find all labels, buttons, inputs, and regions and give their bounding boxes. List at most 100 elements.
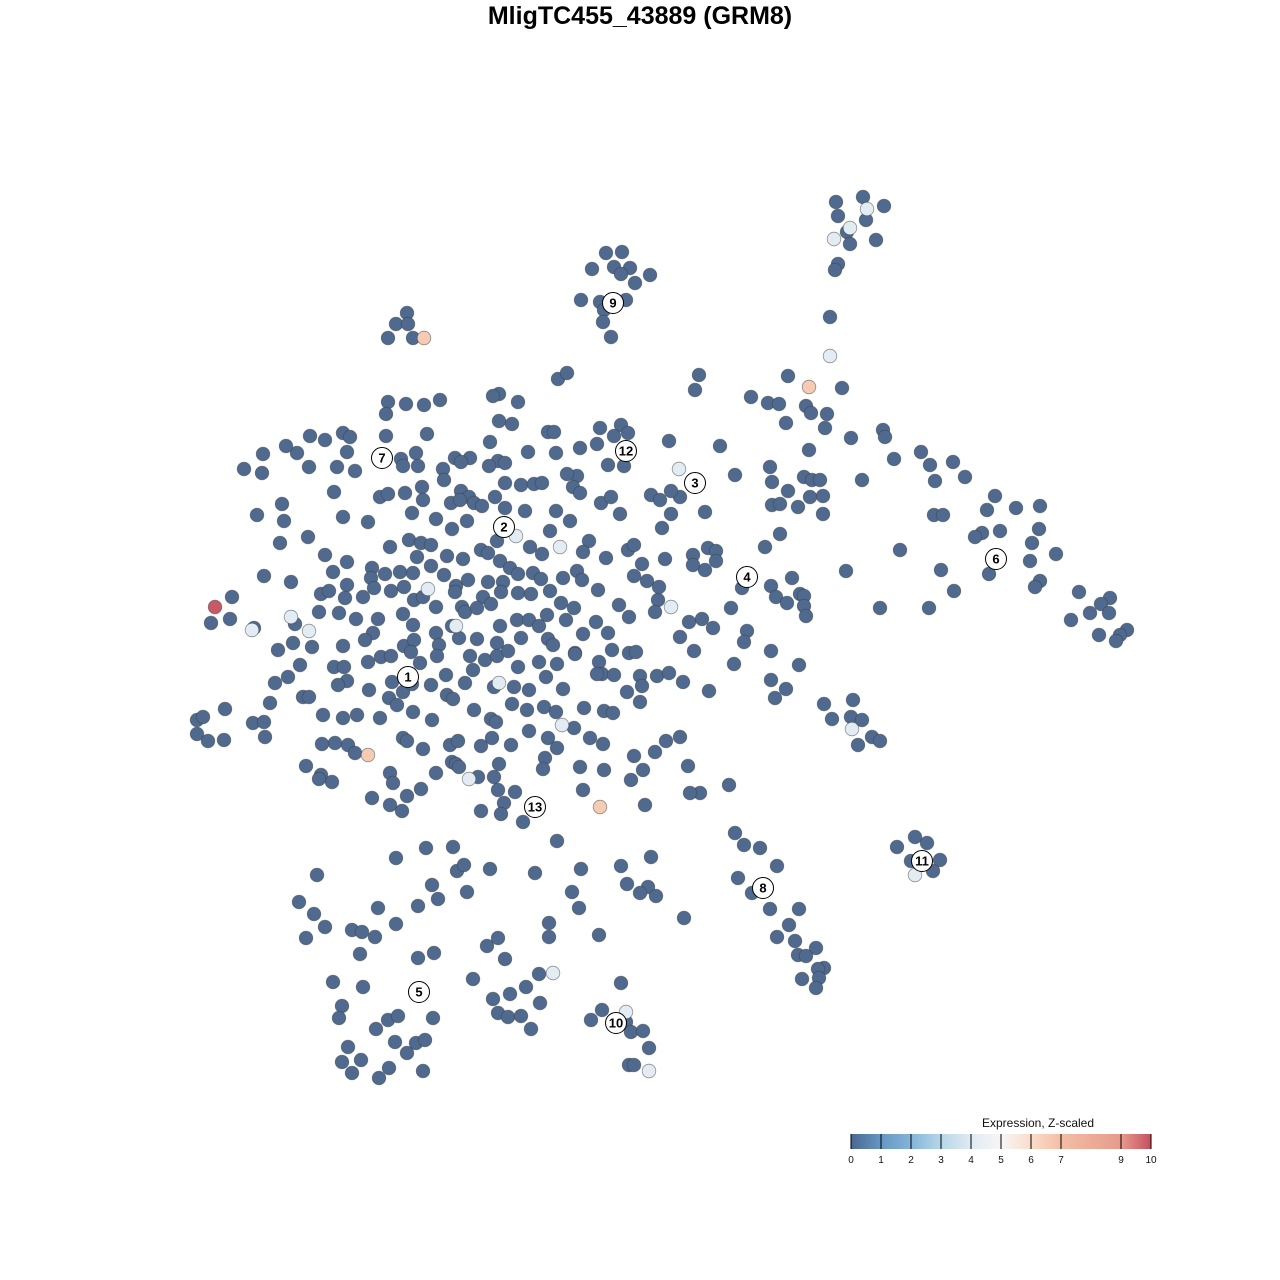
data-point	[455, 551, 471, 567]
data-point	[828, 194, 844, 210]
data-point	[360, 514, 376, 530]
data-point	[545, 637, 561, 653]
data-point	[708, 553, 724, 569]
cluster-label-2: 2	[493, 516, 515, 538]
data-point	[1031, 521, 1047, 537]
data-point	[415, 492, 431, 508]
data-point	[801, 442, 817, 458]
data-point	[410, 898, 426, 914]
data-point	[315, 707, 331, 723]
data-point	[842, 236, 858, 252]
data-point	[564, 884, 580, 900]
data-point	[519, 702, 535, 718]
data-point	[736, 634, 752, 650]
data-point	[850, 737, 866, 753]
data-point	[907, 829, 923, 845]
data-point	[497, 951, 513, 967]
data-point	[485, 388, 501, 404]
data-point	[423, 677, 439, 693]
data-point	[844, 721, 860, 737]
data-point	[396, 579, 412, 595]
data-point	[781, 917, 797, 933]
data-point	[635, 762, 651, 778]
data-point	[491, 756, 507, 772]
data-point	[325, 974, 341, 990]
data-point	[355, 589, 371, 605]
data-point	[672, 729, 688, 745]
data-point	[366, 580, 382, 596]
data-point	[595, 736, 611, 752]
data-point	[558, 612, 574, 628]
data-point	[482, 434, 498, 450]
data-point	[285, 635, 301, 651]
data-point	[730, 870, 746, 886]
data-point	[457, 675, 473, 691]
data-point	[584, 261, 600, 277]
data-point	[479, 938, 495, 954]
data-point	[705, 620, 721, 636]
data-point	[503, 737, 519, 753]
data-point	[596, 762, 612, 778]
data-point	[546, 424, 562, 440]
data-point	[892, 542, 908, 558]
data-point	[784, 570, 800, 586]
data-point	[385, 775, 401, 791]
data-point	[459, 513, 475, 529]
data-point	[465, 662, 481, 678]
data-point	[371, 1070, 387, 1086]
data-point	[304, 639, 320, 655]
data-point	[627, 275, 643, 291]
data-point	[416, 397, 432, 413]
data-point	[491, 413, 507, 429]
data-point	[331, 605, 347, 621]
data-point	[390, 1008, 406, 1024]
data-point	[430, 891, 446, 907]
data-point	[301, 459, 317, 475]
color-legend: Expression, Z-scaled 0 1 2 3 4 5 6 7 9 10	[848, 1116, 1157, 1166]
cluster-label-text: 2	[500, 520, 507, 535]
data-point	[523, 1021, 539, 1037]
data-point	[447, 584, 463, 600]
data-point	[504, 696, 520, 712]
data-point	[515, 814, 531, 830]
data-point	[339, 554, 355, 570]
data-point	[542, 523, 558, 539]
data-point	[425, 1010, 441, 1026]
data-point	[552, 539, 568, 555]
data-point	[559, 466, 575, 482]
data-point	[1048, 546, 1064, 562]
data-point	[420, 581, 436, 597]
data-point	[562, 513, 578, 529]
data-point	[816, 696, 832, 712]
data-point	[392, 564, 408, 580]
data-point	[493, 584, 509, 600]
data-point	[623, 1024, 639, 1040]
data-point	[611, 597, 627, 613]
data-point	[389, 697, 405, 713]
data-point	[270, 642, 286, 658]
data-point	[461, 771, 477, 787]
data-point	[480, 574, 496, 590]
data-point	[575, 544, 591, 560]
data-point	[842, 220, 858, 236]
data-point	[473, 803, 489, 819]
data-point	[380, 486, 396, 502]
colorbar-tick-label: 5	[998, 1155, 1004, 1166]
data-point	[536, 699, 552, 715]
cluster-label-11: 11	[911, 850, 933, 872]
colorbar-tick-label: 1	[878, 1155, 884, 1166]
data-point	[339, 444, 355, 460]
data-point	[354, 924, 370, 940]
data-point	[626, 568, 642, 584]
data-point	[367, 929, 383, 945]
data-point	[380, 394, 396, 410]
data-point	[465, 971, 481, 987]
data-point	[545, 965, 561, 981]
data-point	[589, 436, 605, 452]
data-point	[377, 566, 393, 582]
data-point	[244, 622, 260, 638]
data-point	[428, 625, 444, 641]
cluster-label-6: 6	[985, 548, 1007, 570]
colorbar-tick-label: 3	[938, 1155, 944, 1166]
